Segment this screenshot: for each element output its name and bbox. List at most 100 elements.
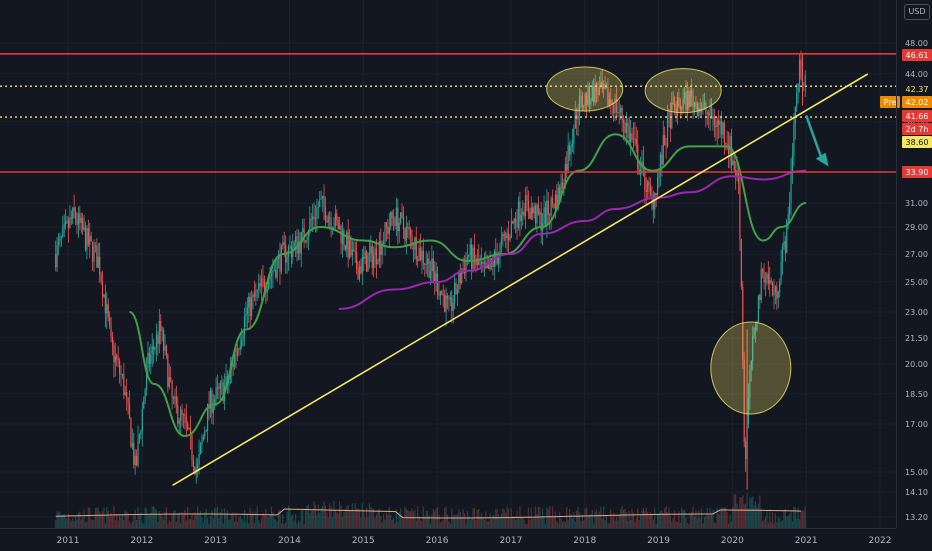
- volume-bar: [647, 512, 649, 528]
- volume-bar: [316, 514, 318, 528]
- candle-body: [476, 258, 478, 266]
- candle-body: [272, 270, 274, 274]
- candle-body: [453, 282, 456, 303]
- volume-bar: [573, 512, 575, 528]
- volume-bar: [608, 523, 610, 528]
- volume-bar: [405, 508, 407, 528]
- candle-body: [428, 258, 430, 278]
- candle-body: [233, 354, 236, 367]
- volume-bar: [272, 512, 274, 528]
- candle-body: [358, 266, 361, 280]
- volume-bar: [153, 506, 155, 528]
- volume-bar: [566, 507, 568, 528]
- volume-bar: [253, 523, 256, 528]
- candle-body: [133, 443, 135, 466]
- candle-body: [445, 295, 447, 312]
- volume-bar: [445, 506, 447, 528]
- volume-bar: [353, 511, 355, 528]
- time-axis[interactable]: [0, 528, 896, 551]
- volume-bar: [645, 508, 647, 528]
- candle-body: [175, 396, 177, 406]
- candle-body: [573, 128, 575, 144]
- candle-body: [726, 143, 728, 146]
- price-tick-label: 18.50: [905, 390, 928, 399]
- candle-body: [607, 87, 609, 105]
- arrow-head: [815, 152, 829, 167]
- candle-body: [222, 382, 224, 402]
- candle-body: [762, 269, 764, 272]
- volume-bar: [233, 521, 236, 528]
- volume-bar: [195, 514, 197, 528]
- volume-bar: [770, 521, 772, 528]
- candle-body: [408, 227, 410, 230]
- volume-bar: [766, 510, 768, 528]
- candle-body: [478, 258, 480, 265]
- volume-bar: [348, 511, 351, 528]
- volume-bar: [365, 507, 368, 528]
- volume-bar: [591, 510, 593, 528]
- candle-body: [624, 123, 626, 134]
- candle-body: [392, 217, 395, 219]
- volume-bar: [512, 516, 514, 528]
- volume-bar: [360, 517, 362, 528]
- candle-body: [559, 187, 561, 200]
- volume-bar: [175, 522, 177, 528]
- volume-bar: [82, 516, 84, 528]
- volume-bar: [164, 511, 166, 528]
- volume-bar: [773, 523, 775, 528]
- candle-body: [773, 292, 775, 296]
- candle-body: [162, 330, 165, 351]
- candle-body: [157, 334, 159, 344]
- volume-bar: [297, 520, 300, 528]
- volume-bar: [354, 503, 356, 528]
- volume-bar: [187, 506, 189, 528]
- price-label-text: 2d 7h: [906, 125, 929, 134]
- ma-long-line: [338, 169, 807, 310]
- candle-body: [67, 220, 70, 228]
- candle-body: [170, 377, 172, 381]
- candle-body: [603, 84, 605, 90]
- candle-body: [745, 442, 747, 460]
- volume-bar: [441, 520, 443, 528]
- volume-bar: [496, 509, 498, 528]
- candle-body: [421, 250, 423, 260]
- candle-body: [381, 243, 383, 255]
- candle-body: [649, 184, 652, 193]
- candle-body: [506, 232, 508, 239]
- candle-body: [160, 320, 162, 332]
- candle-body: [296, 236, 298, 254]
- candle-body: [544, 207, 547, 225]
- candle-body: [570, 146, 572, 155]
- volume-bar: [683, 510, 686, 528]
- price-axis[interactable]: [896, 0, 932, 528]
- volume-bar: [391, 519, 393, 528]
- candle-body: [580, 95, 582, 97]
- candle-body: [436, 273, 439, 294]
- candle-body: [297, 241, 300, 254]
- candle-body: [397, 207, 399, 232]
- candle-body: [391, 212, 393, 218]
- candle-body: [209, 390, 212, 409]
- time-tick-label: 2021: [795, 536, 818, 546]
- candle-body: [776, 286, 778, 299]
- volume-bar: [524, 523, 527, 528]
- candle-body: [245, 313, 247, 317]
- volume-bar: [595, 509, 598, 528]
- volume-bar: [682, 509, 684, 528]
- candle-body: [306, 239, 308, 243]
- price-label-text: 38.60: [906, 138, 929, 147]
- volume-bar: [709, 508, 711, 528]
- candle-body: [796, 92, 798, 107]
- candle-body: [581, 95, 583, 107]
- volume-bar: [390, 514, 392, 528]
- candle-body: [483, 262, 486, 264]
- candle-body: [127, 397, 129, 404]
- currency-badge[interactable]: USD: [904, 4, 930, 20]
- candle-body: [333, 226, 335, 229]
- candle-body: [615, 98, 618, 113]
- volume-bar: [465, 523, 467, 528]
- candle-body: [236, 348, 239, 356]
- volume-bar: [130, 523, 132, 528]
- candle-body: [380, 241, 382, 255]
